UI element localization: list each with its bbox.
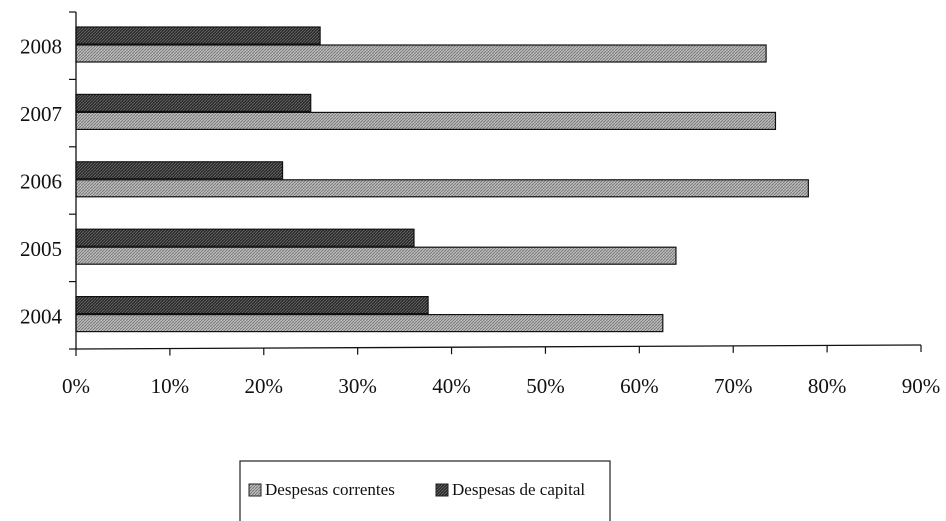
bar-correntes-2006 xyxy=(75,179,809,198)
x-tick-label-50: 50% xyxy=(526,374,565,398)
y-tick-label-2006: 2006 xyxy=(20,170,62,194)
y-tick-label-2007: 2007 xyxy=(20,102,62,126)
x-tick-label-40: 40% xyxy=(432,374,471,398)
legend-label-correntes: Despesas correntes xyxy=(265,480,395,499)
bar-capital-2007 xyxy=(75,93,312,113)
x-tick-label-10: 10% xyxy=(151,374,190,398)
x-tick-label-80: 80% xyxy=(808,374,847,398)
x-tick-label-0: 0% xyxy=(62,374,90,398)
bar-correntes-2005 xyxy=(75,246,677,265)
y-tick-labels: 2004 2005 2006 2007 2008 xyxy=(20,35,63,329)
x-axis-line xyxy=(75,344,922,350)
x-tick-label-20: 20% xyxy=(245,374,284,398)
bar-correntes-2008 xyxy=(75,44,767,63)
axes-layer xyxy=(69,11,922,356)
legend-swatch-capital xyxy=(435,483,449,497)
x-tick-label-90: 90% xyxy=(902,374,941,398)
bar-capital-2005 xyxy=(75,228,415,247)
x-tick-labels: 0% 10% 20% 30% 40% 50% 60% 70% 80% 90% xyxy=(62,374,940,398)
bars-layer xyxy=(75,26,809,333)
bar-capital-2008 xyxy=(75,26,321,45)
legend-frame xyxy=(239,460,611,521)
y-tick-label-2005: 2005 xyxy=(20,237,62,261)
bar-capital-2006 xyxy=(75,161,284,180)
x-tick-label-70: 70% xyxy=(714,374,753,398)
x-tick-label-60: 60% xyxy=(620,374,659,398)
bar-capital-2004 xyxy=(75,296,429,315)
x-tick-label-30: 30% xyxy=(338,374,377,398)
bar-correntes-2004 xyxy=(75,314,664,333)
y-tick-label-2008: 2008 xyxy=(20,35,62,59)
bar-correntes-2007 xyxy=(75,111,777,131)
legend-swatch-correntes xyxy=(248,483,262,497)
y-tick-label-2004: 2004 xyxy=(20,304,63,328)
legend-label-capital: Despesas de capital xyxy=(452,480,585,499)
legend: Despesas correntes Despesas de capital xyxy=(239,460,611,521)
